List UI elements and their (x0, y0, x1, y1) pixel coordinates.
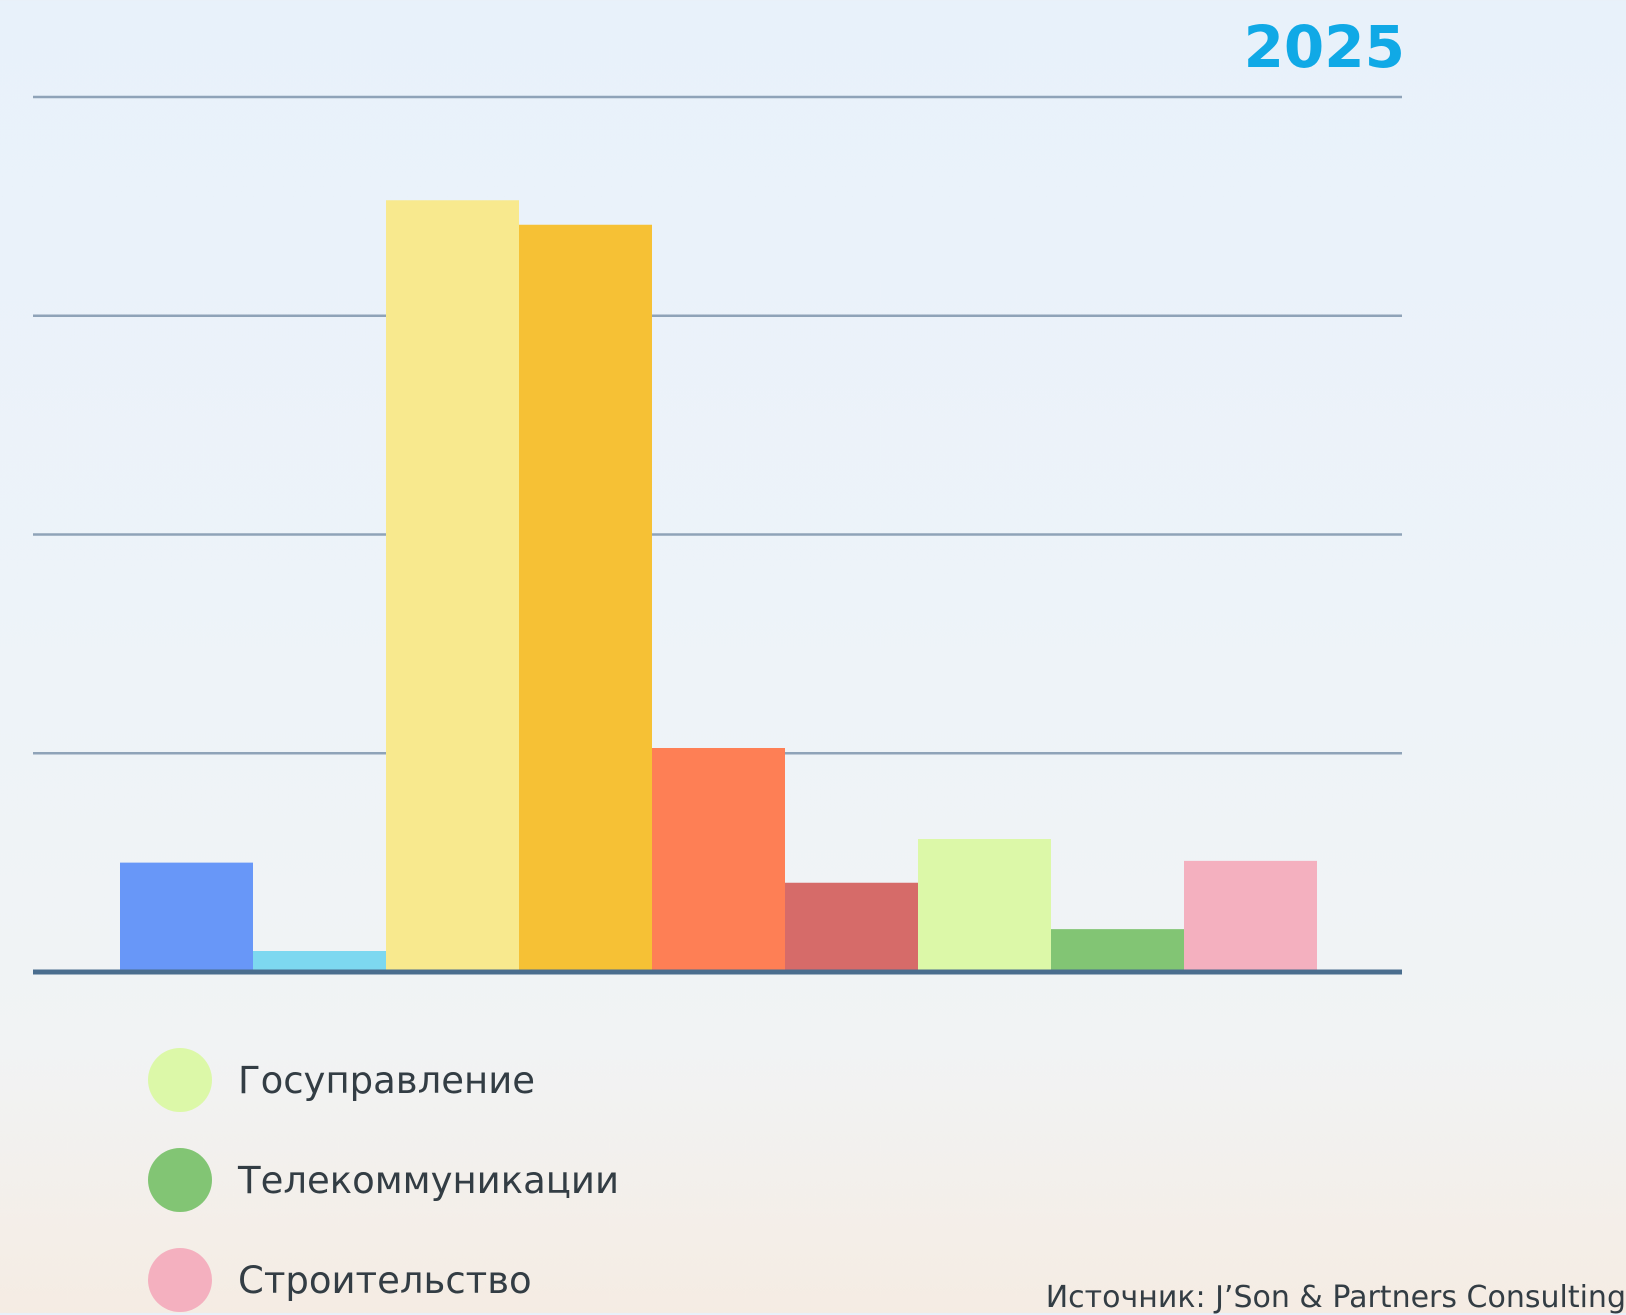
legend-item-gov: Госуправление (148, 1048, 619, 1112)
bar-7 (918, 839, 1051, 972)
legend: Госуправление Телекоммуникации Строитель… (148, 1048, 619, 1312)
legend-swatch-gov (148, 1048, 212, 1112)
bar-5 (652, 748, 785, 972)
legend-swatch-construction (148, 1248, 212, 1312)
bars (120, 200, 1317, 972)
bar-3 (386, 200, 519, 972)
bar-1 (120, 862, 253, 972)
grid-lines (33, 95, 1402, 755)
source-note: Источник: J’Son & Partners Consulting (1045, 1280, 1626, 1315)
legend-item-construction: Строительство (148, 1248, 619, 1312)
legend-swatch-telecom (148, 1148, 212, 1212)
bar-8 (1051, 929, 1184, 972)
bar-4 (519, 224, 652, 972)
bar-2 (253, 951, 386, 972)
legend-label-gov: Госуправление (238, 1058, 536, 1102)
bar-9 (1184, 860, 1317, 972)
legend-label-telecom: Телекоммуникации (238, 1158, 620, 1202)
legend-label-construction: Строительство (238, 1258, 532, 1302)
legend-item-telecom: Телекоммуникации (148, 1148, 619, 1212)
chart-title: 2025 (1243, 13, 1405, 81)
bar-6 (785, 882, 918, 972)
